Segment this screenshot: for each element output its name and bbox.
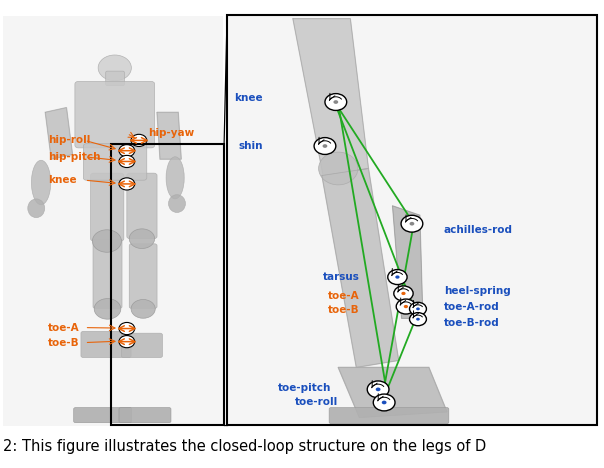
- Circle shape: [401, 215, 423, 232]
- Bar: [111, 144, 224, 425]
- Circle shape: [373, 394, 395, 411]
- Text: 2: This figure illustrates the closed-loop structure on the legs of D: 2: This figure illustrates the closed-lo…: [3, 439, 486, 454]
- Ellipse shape: [94, 299, 121, 319]
- FancyBboxPatch shape: [127, 173, 157, 239]
- Circle shape: [395, 275, 400, 279]
- Circle shape: [416, 307, 420, 310]
- Text: hip-roll: hip-roll: [48, 135, 91, 146]
- Circle shape: [396, 299, 416, 314]
- Circle shape: [388, 270, 407, 285]
- Circle shape: [410, 313, 426, 326]
- FancyBboxPatch shape: [93, 239, 122, 308]
- Polygon shape: [338, 367, 447, 417]
- Circle shape: [119, 336, 135, 348]
- Polygon shape: [45, 108, 72, 159]
- FancyBboxPatch shape: [106, 71, 124, 86]
- Circle shape: [119, 322, 135, 335]
- Text: knee: knee: [48, 175, 77, 185]
- Circle shape: [119, 155, 135, 168]
- Ellipse shape: [28, 199, 45, 218]
- Text: achilles-rod: achilles-rod: [444, 225, 513, 235]
- Ellipse shape: [166, 157, 184, 199]
- Text: toe-A-rod: toe-A-rod: [444, 302, 500, 313]
- FancyBboxPatch shape: [226, 16, 598, 426]
- Circle shape: [367, 381, 389, 398]
- FancyBboxPatch shape: [119, 408, 171, 423]
- FancyBboxPatch shape: [75, 81, 155, 148]
- Circle shape: [131, 134, 147, 146]
- Circle shape: [410, 302, 426, 315]
- Polygon shape: [157, 112, 181, 159]
- Ellipse shape: [98, 55, 132, 80]
- FancyBboxPatch shape: [83, 144, 147, 180]
- Text: knee: knee: [234, 93, 263, 103]
- Text: toe-B: toe-B: [328, 305, 359, 315]
- FancyBboxPatch shape: [74, 408, 132, 423]
- Text: toe-pitch: toe-pitch: [278, 382, 331, 393]
- Circle shape: [119, 145, 135, 157]
- Text: hip-yaw: hip-yaw: [148, 128, 194, 139]
- Polygon shape: [322, 168, 399, 367]
- Circle shape: [333, 100, 338, 104]
- Text: toe-B-rod: toe-B-rod: [444, 318, 500, 328]
- FancyBboxPatch shape: [121, 333, 162, 358]
- Text: heel-spring: heel-spring: [444, 286, 511, 296]
- FancyBboxPatch shape: [129, 244, 157, 308]
- Circle shape: [401, 292, 406, 295]
- FancyBboxPatch shape: [3, 16, 223, 426]
- Text: toe-A: toe-A: [48, 322, 80, 333]
- Circle shape: [403, 305, 408, 308]
- Bar: [227, 15, 597, 425]
- FancyBboxPatch shape: [91, 173, 124, 241]
- Polygon shape: [393, 206, 423, 318]
- FancyBboxPatch shape: [81, 331, 131, 358]
- Polygon shape: [293, 19, 368, 176]
- Circle shape: [314, 138, 336, 154]
- Circle shape: [394, 286, 413, 301]
- Text: toe-roll: toe-roll: [295, 397, 338, 408]
- Ellipse shape: [169, 195, 185, 212]
- FancyBboxPatch shape: [329, 408, 449, 424]
- Circle shape: [325, 94, 347, 110]
- Ellipse shape: [92, 230, 121, 252]
- Ellipse shape: [31, 160, 51, 205]
- Text: toe-A: toe-A: [328, 291, 359, 301]
- Ellipse shape: [129, 229, 155, 249]
- Circle shape: [382, 401, 387, 404]
- Ellipse shape: [131, 300, 155, 318]
- Text: tarsus: tarsus: [323, 272, 359, 282]
- Text: shin: shin: [238, 141, 263, 151]
- Circle shape: [416, 318, 420, 321]
- Circle shape: [119, 178, 135, 190]
- Circle shape: [376, 388, 381, 391]
- Text: toe-B: toe-B: [48, 337, 80, 348]
- Text: hip-pitch: hip-pitch: [48, 152, 101, 162]
- Circle shape: [410, 222, 414, 226]
- Ellipse shape: [319, 152, 358, 185]
- Circle shape: [323, 144, 327, 148]
